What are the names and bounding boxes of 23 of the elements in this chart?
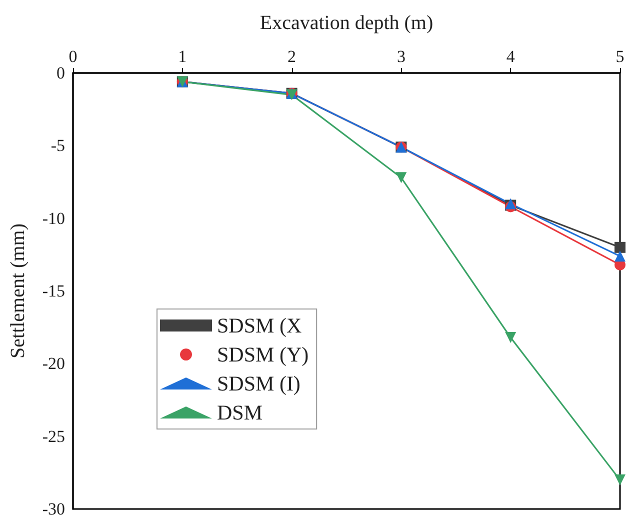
legend-label: DSM bbox=[217, 400, 263, 424]
x-tick-label: 0 bbox=[68, 47, 78, 66]
y-tick-label: 0 bbox=[56, 64, 65, 82]
y-tick-label: -20 bbox=[42, 354, 65, 374]
y-tick-label: -25 bbox=[42, 426, 65, 446]
y-tick-label: -5 bbox=[50, 136, 65, 156]
y-axis-title: Settlement (mm) bbox=[7, 224, 29, 358]
x-tick-label: 2 bbox=[288, 47, 296, 66]
point bbox=[396, 172, 407, 184]
x-tick-label: 5 bbox=[616, 47, 624, 66]
point bbox=[505, 332, 516, 344]
x-tick-label: 4 bbox=[506, 47, 516, 66]
y-tick-label: -10 bbox=[42, 208, 65, 228]
x-axis-title: Excavation depth (m) bbox=[260, 12, 434, 34]
legend-label: SDSM (I) bbox=[217, 372, 300, 396]
y-tick-label: -15 bbox=[42, 282, 65, 300]
y-tick-label: -30 bbox=[42, 500, 65, 518]
legend-label: SDSM (Y) bbox=[217, 342, 309, 366]
point bbox=[614, 242, 626, 253]
point bbox=[614, 474, 626, 486]
x-tick-label: 1 bbox=[178, 47, 187, 66]
legend-label: SDSM (X bbox=[217, 314, 302, 338]
x-tick-label: 3 bbox=[396, 47, 406, 66]
